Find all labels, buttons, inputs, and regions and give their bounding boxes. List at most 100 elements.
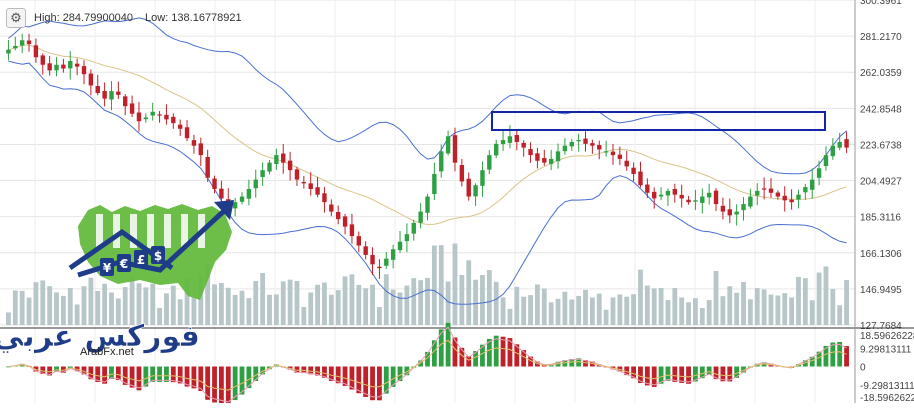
candle-body (803, 187, 808, 193)
candle-body (810, 179, 815, 190)
candle-body (425, 196, 430, 213)
candle-body (377, 266, 382, 269)
logo-arrow-head (214, 200, 234, 220)
volume-bar (40, 280, 46, 325)
logo-slat (147, 214, 154, 248)
candle-body (569, 141, 574, 147)
oscillator-bar (445, 322, 451, 367)
volume-bar (177, 299, 183, 325)
oscillator-bar (102, 366, 108, 384)
volume-bar (528, 295, 533, 325)
logo-slat (113, 214, 120, 248)
candle-body (150, 111, 155, 116)
oscillator-bar (170, 366, 176, 383)
candle-body (253, 179, 258, 189)
candle-body (54, 64, 59, 71)
volume-bar (280, 281, 286, 325)
oscillator-bar (363, 366, 369, 397)
y-tick-label: 262.0359 (860, 68, 902, 79)
volume-bar (535, 284, 540, 325)
oscillator-bar (54, 366, 59, 372)
candle-body (177, 124, 183, 129)
gear-icon[interactable]: ⚙ (6, 8, 26, 28)
volume-bar (397, 292, 403, 325)
candle-body (308, 183, 313, 190)
oscillator-bar (115, 366, 121, 381)
volume-bar (500, 297, 506, 325)
volume-bar (466, 260, 472, 325)
oscillator-bar (624, 366, 630, 376)
volume-bar (88, 277, 94, 325)
oscillator-bars (6, 322, 849, 406)
volume-bar (225, 287, 231, 325)
candle-body (610, 151, 616, 156)
oscillator-bar (486, 338, 492, 367)
candle-body (603, 151, 609, 153)
oscillator-macd-line (8, 339, 847, 391)
oscillator-bar (665, 366, 671, 381)
oscillator-bar (349, 366, 355, 390)
oscillator-bar (452, 337, 458, 367)
volume-bar (583, 289, 588, 325)
oscillator-bar (521, 350, 527, 367)
y-tick-label: 223.6738 (860, 140, 902, 151)
logo-slat (181, 214, 188, 248)
oscillator-bar (404, 366, 410, 376)
volume-bar (809, 300, 815, 325)
candle-body (480, 170, 485, 186)
oscillator-axis: 18.59626228 9.29813111 0 -9.29813111-18.596… (860, 331, 914, 404)
candle-body (617, 154, 623, 159)
oscillator-bar (631, 366, 637, 379)
oscillator-tick-label: 18.59626228 (860, 331, 914, 342)
candle-body (294, 169, 300, 180)
volume-bar (658, 287, 664, 325)
oscillator-bar (528, 356, 533, 367)
candle-body (748, 196, 753, 207)
oscillator-bar (507, 338, 513, 367)
candle-body (700, 196, 705, 203)
candle-body (706, 192, 712, 198)
candle-body (81, 66, 87, 75)
candle-body (507, 136, 513, 143)
candle-body (212, 178, 217, 190)
candle-body (782, 195, 787, 201)
candle-body (418, 211, 423, 223)
volume-bar (706, 300, 712, 325)
oscillator-bar (802, 360, 808, 367)
oscillator-bar (734, 366, 740, 378)
candle-body (274, 155, 279, 164)
oscillator-bar (260, 366, 266, 375)
y-tick-label: 127.7684 (860, 321, 902, 332)
volume-bar (150, 283, 156, 325)
volume-bar (170, 285, 176, 325)
candle-body (597, 145, 602, 150)
volume-bar (26, 297, 32, 325)
volume-bar (47, 286, 53, 325)
oscillator-bar (246, 366, 252, 389)
volume-bar (19, 290, 25, 325)
oscillator-bar (651, 366, 657, 387)
oscillator-bar (60, 366, 66, 373)
volume-bar (555, 298, 561, 325)
oscillator-bar (699, 366, 705, 379)
currency-symbol-text: ¥ (103, 261, 112, 275)
volume-bar (514, 286, 520, 325)
oscillator-bar (706, 366, 712, 375)
volume-bar (411, 278, 417, 325)
volume-bars (6, 243, 849, 325)
oscillator-tick-label: -18.59626228 (860, 393, 914, 403)
oscillator-bar (679, 366, 685, 383)
volume-bar (431, 245, 437, 325)
oscillator-bar (136, 366, 142, 391)
candle-body (19, 40, 25, 46)
volume-bar (198, 274, 204, 325)
candle-body (370, 254, 375, 265)
high-value: 284.79900040 (62, 12, 134, 24)
candle-body (143, 117, 149, 120)
candle-body (13, 45, 18, 49)
candle-body (390, 249, 396, 260)
candle-body (171, 116, 176, 124)
candle-body (741, 204, 746, 211)
candle-body (74, 63, 80, 67)
